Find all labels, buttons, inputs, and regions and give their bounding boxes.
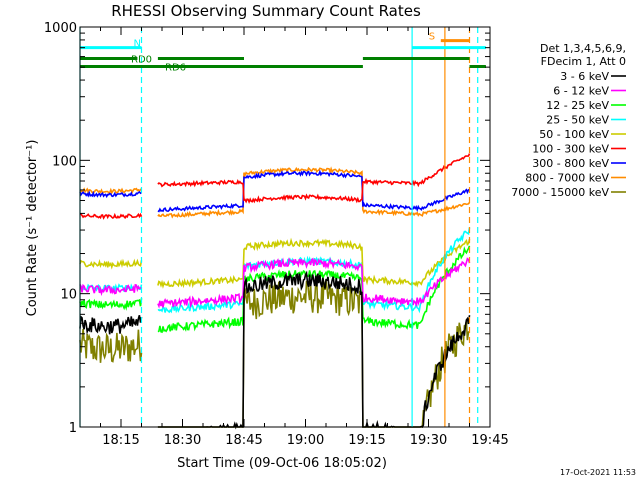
legend-entry-label: 7000 - 15000 keV bbox=[511, 186, 609, 199]
x-tick-label: 18:30 bbox=[164, 433, 201, 448]
series-line bbox=[79, 257, 471, 309]
rate-decimation-label: RD6 bbox=[165, 63, 186, 74]
y-axis-label: Count Rate (s⁻¹ detector⁻¹) bbox=[25, 140, 40, 317]
y-tick-label: 10 bbox=[60, 288, 77, 303]
y-tick-label: 100 bbox=[52, 154, 77, 169]
legend-entry-label: 800 - 7000 keV bbox=[525, 172, 609, 185]
series-line bbox=[79, 166, 471, 219]
series-line bbox=[79, 237, 471, 289]
axes-layer: 18:15 18:30 18:45 19:00 19:15 19:30 19:45 1 10 10… bbox=[44, 21, 509, 448]
legend-header-line-2: FDecim 1, Att 0 bbox=[541, 55, 626, 68]
legend-entry-label: 12 - 25 keV bbox=[546, 99, 609, 112]
chart-title: RHESSI Observing Summary Count Rates bbox=[111, 2, 421, 20]
legend: Det 1,3,4,5,6,9, FDecim 1, Att 0 3 - 6 k… bbox=[511, 42, 626, 199]
legend-entry-label: 100 - 300 keV bbox=[532, 143, 609, 156]
rate-decimation-label: RD0 bbox=[131, 55, 152, 66]
annotation-label: N bbox=[134, 39, 141, 50]
timestamp: 17-Oct-2021 11:53 bbox=[560, 468, 636, 477]
x-tick-label: 19:45 bbox=[471, 433, 508, 448]
annotation-layer: N S RD0 RD6 bbox=[79, 27, 486, 427]
x-tick-label: 19:15 bbox=[348, 433, 385, 448]
data-layer bbox=[79, 153, 471, 430]
legend-entry-label: 3 - 6 keV bbox=[560, 70, 609, 83]
series-line bbox=[79, 245, 471, 334]
x-axis-label: Start Time (09-Oct-06 18:05:02) bbox=[177, 456, 387, 471]
x-tick-label: 18:15 bbox=[102, 433, 139, 448]
annotation-label: S bbox=[429, 32, 435, 43]
series-line bbox=[79, 153, 471, 220]
legend-entry-label: 50 - 100 keV bbox=[539, 128, 609, 141]
x-tick-label: 18:45 bbox=[225, 433, 262, 448]
legend-entry-label: 6 - 12 keV bbox=[553, 85, 609, 98]
legend-entry-label: 300 - 800 keV bbox=[532, 157, 609, 170]
legend-entry-label: 25 - 50 keV bbox=[546, 114, 609, 127]
y-tick-label: 1 bbox=[69, 421, 77, 436]
series-line bbox=[79, 278, 470, 428]
y-tick-label: 1000 bbox=[44, 21, 77, 36]
legend-header-line-1: Det 1,3,4,5,6,9, bbox=[540, 42, 626, 55]
x-tick-label: 19:00 bbox=[287, 433, 324, 448]
series-line bbox=[79, 169, 470, 213]
x-tick-label: 19:30 bbox=[410, 433, 447, 448]
